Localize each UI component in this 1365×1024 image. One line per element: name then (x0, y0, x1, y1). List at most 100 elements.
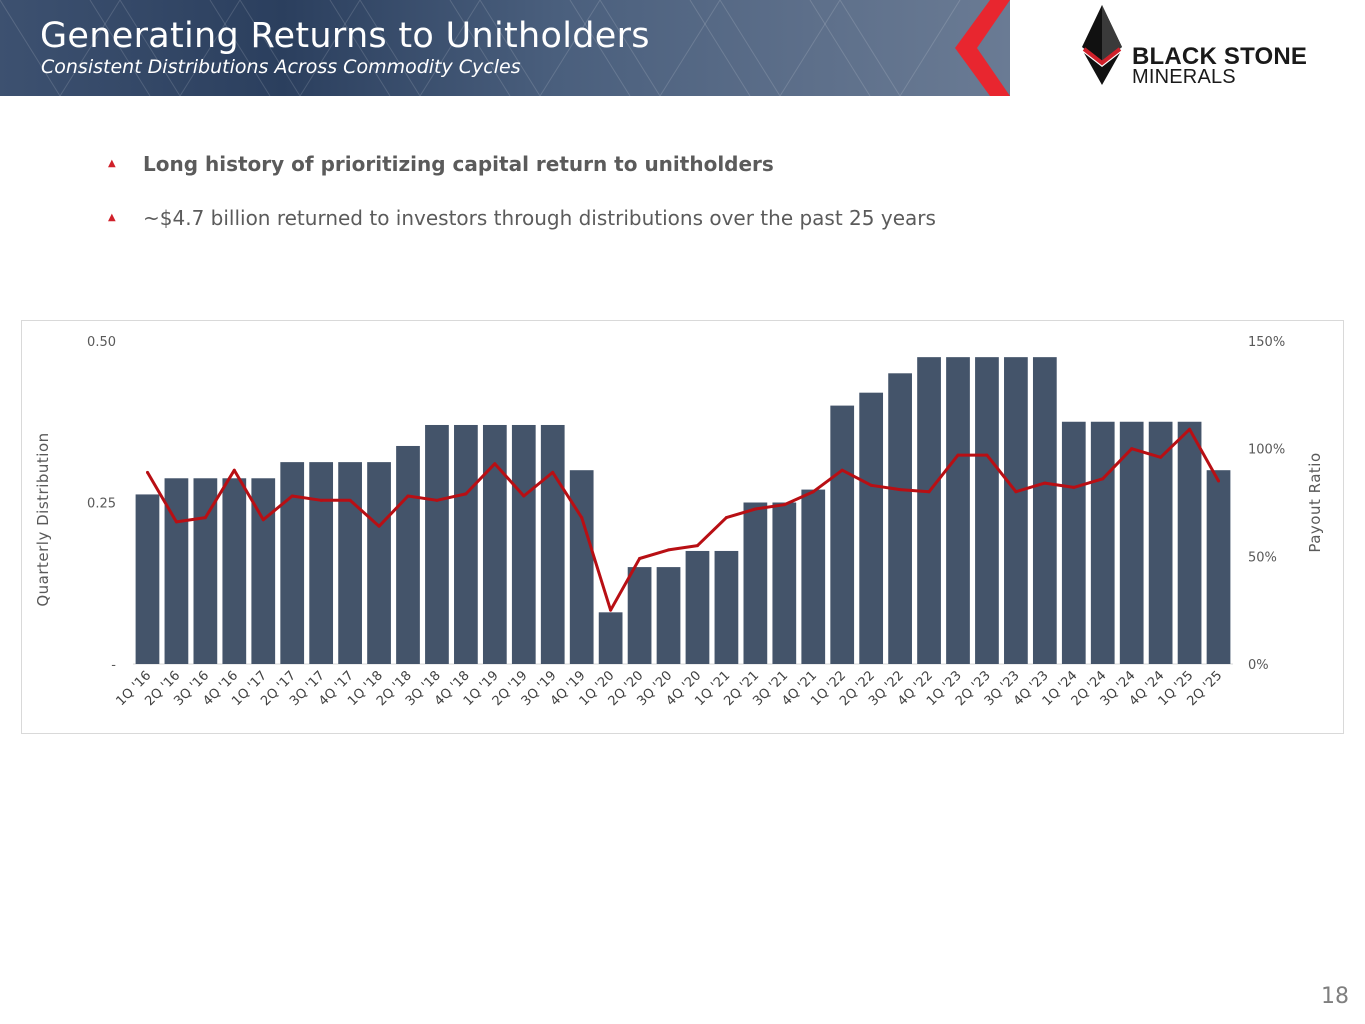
distribution-bar (425, 424, 449, 664)
payout-ratio-point (869, 483, 873, 487)
payout-ratio-point (145, 470, 149, 474)
payout-ratio-point (1014, 490, 1018, 494)
distribution-bar (511, 424, 536, 664)
distribution-bar (454, 424, 478, 664)
distribution-bar (801, 489, 826, 664)
distribution-bar (1206, 470, 1231, 664)
y-tick-label: 0.50 (87, 335, 116, 350)
y-tick-label: 0.25 (87, 497, 116, 512)
logo-wordmark-top: BLACK STONE (1132, 43, 1308, 70)
company-logo: BLACK STONE MINERALS (1080, 5, 1340, 88)
distribution-bar (656, 567, 681, 664)
payout-ratio-point (811, 490, 815, 494)
payout-ratio-point (724, 516, 728, 520)
distribution-bar (193, 478, 218, 664)
payout-ratio-point (1130, 447, 1134, 451)
payout-ratio-point (1072, 485, 1076, 489)
bullet-text: Long history of prioritizing capital ret… (143, 152, 774, 176)
distribution-bar (569, 470, 594, 664)
distribution-bar (367, 462, 391, 664)
payout-ratio-point (261, 518, 265, 522)
distribution-bar (222, 478, 247, 664)
triangle-bullet-icon: ▲ (108, 158, 116, 169)
distribution-bar (685, 550, 710, 664)
distribution-chart: - 0.25 0.50 0% 50% 100% 150% Quarterly Distribu… (21, 320, 1344, 734)
y-tick-label: - (111, 658, 116, 673)
payout-ratio-point (782, 503, 786, 507)
distribution-bar (975, 357, 999, 664)
payout-ratio-point (695, 544, 699, 548)
distribution-bar (743, 502, 768, 664)
payout-ratio-point (435, 498, 439, 502)
page-number: 18 (1321, 984, 1349, 1009)
payout-ratio-point (1101, 477, 1105, 481)
page-title: Generating Returns to Unitholders (40, 16, 650, 56)
payout-ratio-point (985, 453, 989, 457)
distribution-bar (540, 424, 565, 664)
y2-tick-label: 0% (1248, 658, 1269, 673)
payout-ratio-point (580, 516, 584, 520)
distribution-bar (859, 392, 884, 664)
y-axis-title: Quarterly Distribution (34, 432, 52, 606)
distribution-bar (714, 550, 739, 664)
triangle-bullet-icon: ▲ (108, 212, 116, 223)
y2-tick-label: 50% (1248, 550, 1277, 565)
distribution-bar (280, 462, 305, 664)
payout-ratio-point (1159, 455, 1163, 459)
payout-ratio-point (1043, 481, 1047, 485)
y2-tick-label: 150% (1248, 335, 1285, 350)
distribution-bar (309, 462, 334, 664)
header-banner: Generating Returns to Unitholders Consis… (0, 0, 1365, 96)
distribution-bar (830, 405, 855, 664)
distribution-bar (1032, 357, 1057, 664)
header-background (0, 0, 1010, 96)
distribution-bar (1090, 421, 1115, 664)
payout-ratio-point (956, 453, 960, 457)
payout-ratio-point (840, 468, 844, 472)
payout-ratio-point (493, 462, 497, 466)
payout-ratio-line (146, 427, 1220, 612)
payout-ratio-point (927, 490, 931, 494)
distribution-bar (772, 502, 797, 664)
payout-ratio-point (898, 488, 902, 492)
distribution-bar (627, 567, 652, 664)
payout-ratio-point (174, 520, 178, 524)
payout-ratio-point (319, 498, 323, 502)
distribution-bar (164, 478, 189, 664)
distribution-bar (1177, 421, 1202, 664)
payout-ratio-point (406, 494, 410, 498)
bullet-text: ~$4.7 billion returned to investors thro… (143, 206, 936, 230)
distribution-bar (946, 357, 970, 664)
distribution-bar (1148, 421, 1173, 664)
payout-ratio-point (753, 507, 757, 511)
payout-ratio-point (464, 492, 468, 496)
payout-ratio-point (522, 494, 526, 498)
black-stone-diamond-icon (1082, 5, 1122, 85)
distribution-bar (1061, 421, 1086, 664)
page-subtitle: Consistent Distributions Across Commodit… (41, 56, 521, 78)
distribution-bar (482, 424, 507, 664)
payout-ratio-point (232, 468, 236, 472)
payout-ratio-point (290, 494, 294, 498)
distribution-bar (598, 612, 623, 664)
distribution-bar (338, 462, 362, 664)
distribution-bar (396, 445, 420, 664)
payout-ratio-point (667, 548, 671, 552)
payout-ratio-point (638, 556, 642, 560)
payout-ratio-point (1188, 427, 1192, 431)
payout-ratio-point (377, 524, 381, 528)
distribution-bar (917, 357, 941, 664)
payout-ratio-point (203, 516, 207, 520)
y2-axis-title: Payout Ratio (1306, 452, 1324, 552)
distribution-bar (1004, 357, 1028, 664)
payout-ratio-point (609, 608, 613, 612)
distribution-bar (1119, 421, 1144, 664)
header-pattern (0, 0, 961, 96)
payout-ratio-point (348, 498, 352, 502)
red-chevron-icon (955, 0, 1010, 96)
distribution-bar (135, 494, 160, 664)
payout-ratio-point (1217, 479, 1221, 483)
distribution-bar (251, 478, 276, 664)
y2-tick-label: 100% (1248, 443, 1285, 458)
distribution-bar (888, 373, 912, 664)
